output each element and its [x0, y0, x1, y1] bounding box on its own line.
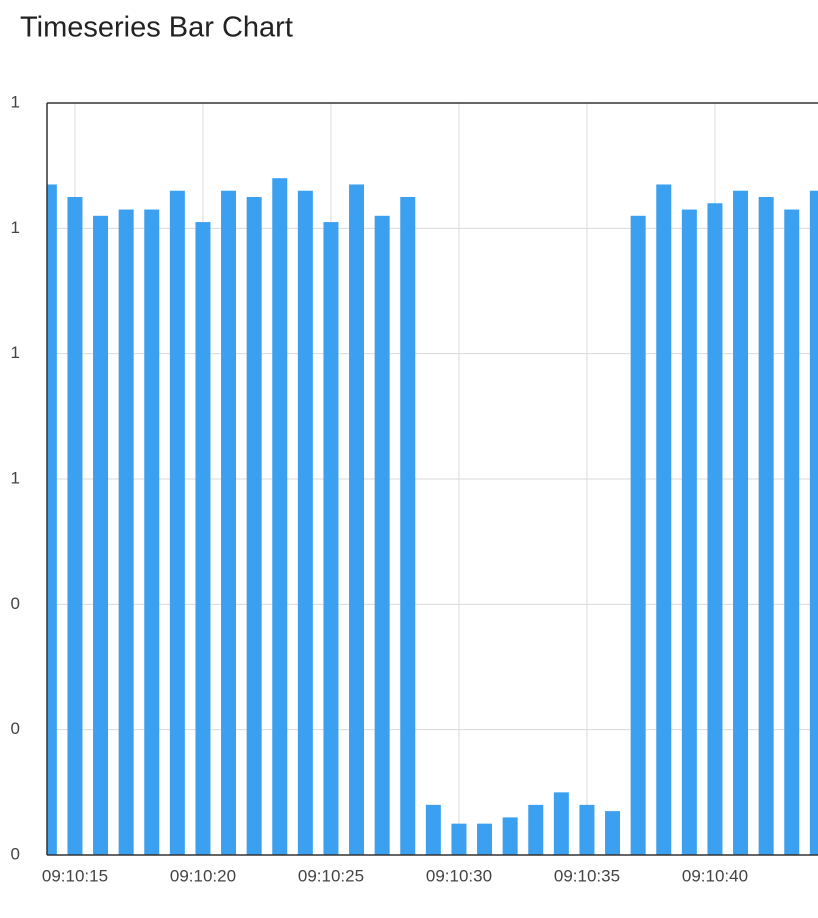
bar	[169, 190, 185, 855]
bar	[477, 823, 493, 855]
y-tick-label: 1	[11, 343, 20, 362]
bar	[681, 209, 697, 856]
bar	[323, 222, 339, 856]
bar	[349, 184, 365, 855]
x-tick-label: 09:10:20	[170, 866, 236, 885]
bar	[67, 197, 83, 855]
y-tick-label: 1	[11, 468, 20, 487]
bar	[630, 215, 646, 856]
bar	[297, 190, 313, 855]
bar	[502, 817, 518, 855]
y-tick-label: 1	[11, 218, 20, 237]
bar	[451, 823, 467, 855]
bar	[93, 215, 109, 856]
bar	[733, 190, 749, 855]
bar	[656, 184, 672, 855]
bar	[425, 804, 441, 855]
bar	[47, 184, 57, 855]
bar	[784, 209, 800, 856]
x-tick-label: 09:10:35	[554, 866, 620, 885]
bar	[144, 209, 160, 856]
bar	[553, 792, 569, 855]
bar	[579, 804, 595, 855]
chart-title: Timeseries Bar Chart	[20, 12, 293, 44]
x-tick-label: 09:10:40	[682, 866, 748, 885]
bar	[118, 209, 134, 856]
y-tick-label: 0	[11, 844, 20, 863]
bar	[246, 197, 262, 855]
bars	[47, 178, 818, 856]
y-tick-label: 1	[11, 92, 20, 111]
bar	[605, 811, 621, 855]
bar	[528, 804, 544, 855]
y-tick-label: 0	[11, 719, 20, 738]
bar	[809, 190, 818, 855]
bar	[272, 178, 288, 855]
x-tick-label: 09:10:25	[298, 866, 364, 885]
bar	[400, 197, 416, 855]
bar	[707, 203, 723, 855]
x-tick-label: 09:10:15	[42, 866, 108, 885]
y-tick-label: 0	[11, 594, 20, 613]
bar	[758, 197, 774, 855]
x-tick-label: 09:10:30	[426, 866, 492, 885]
bar	[221, 190, 237, 855]
bar	[374, 215, 390, 856]
bar	[195, 222, 211, 856]
